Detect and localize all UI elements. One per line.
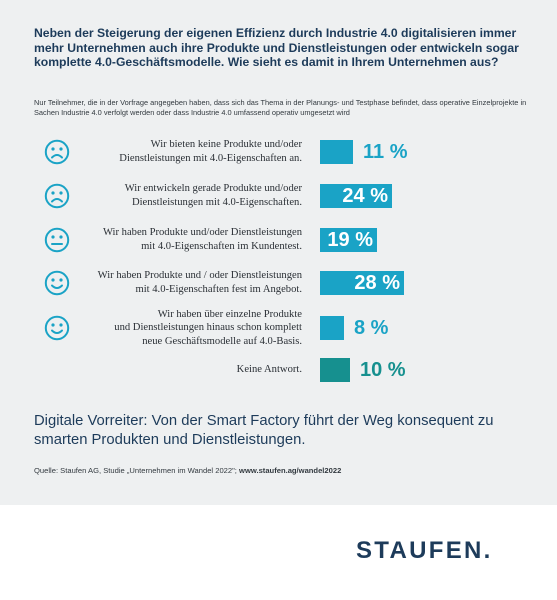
chart-row: Wir haben Produkte und/oder Dienstleistu… — [0, 222, 557, 262]
bar — [320, 316, 344, 340]
smiling-face-icon — [44, 270, 70, 296]
chart-row: Wir bieten keine Produkte und/oder Dienst… — [0, 134, 557, 174]
chart-row: Wir haben über einzelne Produkte und Dien… — [0, 308, 557, 350]
category-label-line: Wir bieten keine Produkte und/oder — [150, 139, 302, 151]
category-label: Wir haben Produkte und / oder Dienstleis… — [42, 269, 302, 296]
conclusion-text: Digitale Vorreiter: Von der Smart Factor… — [34, 413, 494, 448]
bar — [320, 184, 392, 208]
smiling-face-icon — [44, 315, 70, 341]
category-label-line: Wir haben über einzelne Produkte — [157, 308, 302, 320]
category-label: Wir haben über einzelne Produkte und Dien… — [42, 308, 302, 349]
chart-row: Wir entwickeln gerade Produkte und/oder D… — [0, 178, 557, 218]
value-label: 10 % — [360, 359, 406, 381]
source-text: Quelle: Staufen AG, Studie „Unternehmen … — [34, 466, 240, 475]
bar — [320, 358, 350, 382]
category-label-line: neue Geschäftsmodelle auf 4.0-Basis. — [142, 335, 302, 347]
category-label-line: und Dienstleistungen hinaus schon komple… — [114, 322, 302, 334]
chart-row: Keine Antwort. 10 % — [0, 352, 557, 392]
category-label-line: Wir entwickeln gerade Produkte und/oder — [124, 183, 302, 195]
bar — [320, 228, 377, 252]
category-label: Wir entwickeln gerade Produkte und/oder D… — [42, 182, 302, 209]
neutral-face-icon — [44, 227, 70, 253]
chart-title: Neben der Steigerung der eigenen Effizie… — [34, 26, 519, 70]
bar — [320, 140, 353, 164]
value-label: 28 % — [354, 272, 400, 294]
category-label-line: mit 4.0-Eigenschaften fest im Angebot. — [135, 283, 302, 295]
value-label: 8 % — [354, 317, 389, 339]
staufen-logo: STAUFEN. — [356, 537, 493, 564]
value-label: 11 % — [363, 141, 408, 163]
category-label-line: Wir haben Produkte und/oder Dienstleistu… — [102, 227, 302, 239]
chart-subtitle: Nur Teilnehmer, die in der Vorfrage ange… — [34, 98, 527, 117]
category-label-line: Wir haben Produkte und / oder Dienstleis… — [97, 270, 302, 282]
source-note: Quelle: Staufen AG, Studie „Unternehmen … — [34, 466, 534, 475]
sad-face-icon — [44, 183, 70, 209]
bar — [320, 271, 404, 295]
chart-row: Wir haben Produkte und / oder Dienstleis… — [0, 265, 557, 305]
sad-face-icon — [44, 139, 70, 165]
infographic-panel: Neben der Steigerung der eigenen Effizie… — [0, 0, 557, 505]
category-label-line: mit 4.0-Eigenschaften im Kundentest. — [141, 240, 302, 252]
category-label: Wir haben Produkte und/oder Dienstleistu… — [42, 226, 302, 253]
category-label-line: Dienstleistungen mit 4.0-Eigenschaften. — [131, 196, 302, 208]
category-label: Keine Antwort. — [42, 363, 302, 377]
value-label: 24 % — [342, 185, 388, 207]
category-label: Wir bieten keine Produkte und/oder Dienst… — [42, 138, 302, 165]
category-label-line: Dienstleistungen mit 4.0-Eigenschaften a… — [119, 152, 302, 164]
source-link[interactable]: www.staufen.ag/wandel2022 — [239, 466, 342, 475]
value-label: 19 % — [327, 229, 373, 251]
category-label-line: Keine Antwort. — [236, 364, 302, 376]
